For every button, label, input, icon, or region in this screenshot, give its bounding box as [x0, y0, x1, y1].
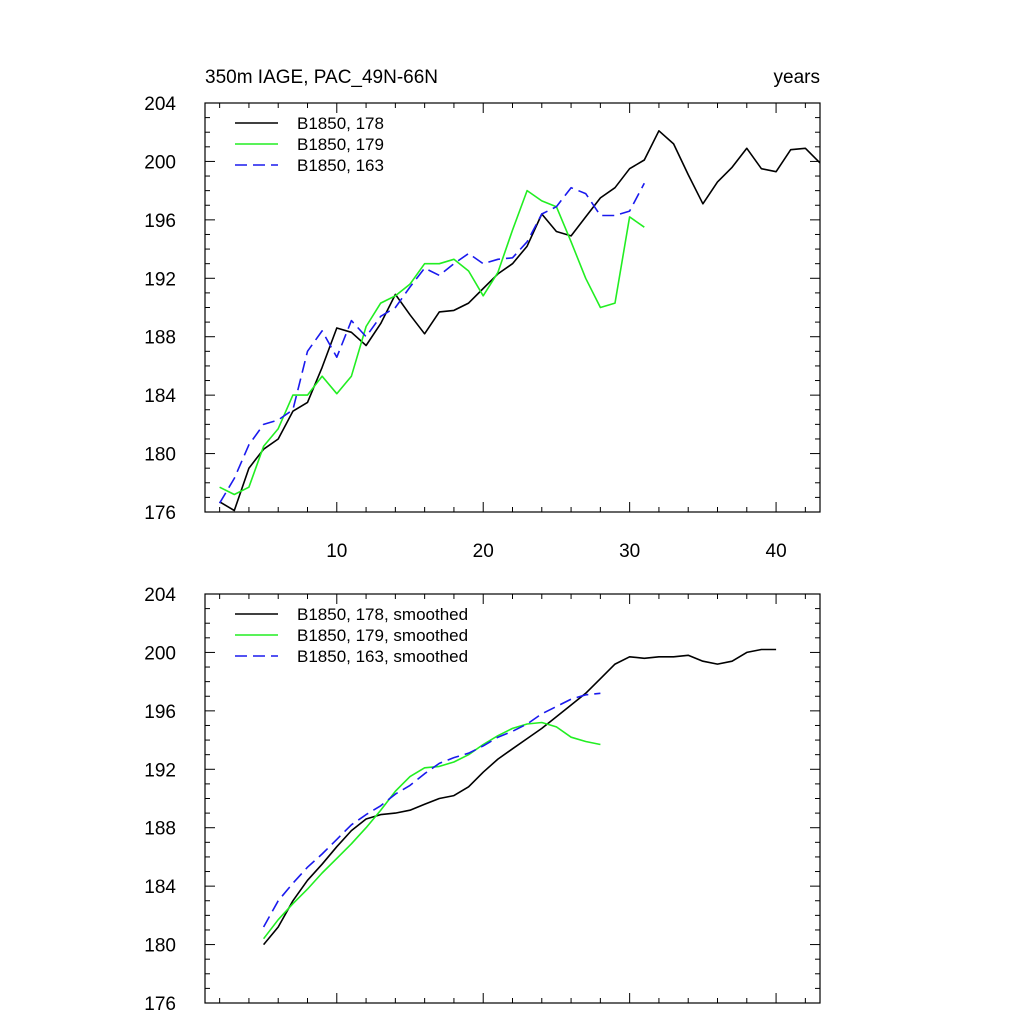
legend-label-2: B1850, 179 — [297, 135, 384, 154]
series-line-3 — [262, 692, 601, 928]
chart-title: 350m IAGE, PAC_49N-66N — [205, 67, 438, 88]
panel-top: 10 20 30 40 176 180 184 188 192 196 200 204 B1850, 1… — [144, 94, 821, 562]
legend-label-3: B1850, 163 — [297, 156, 384, 175]
legend-label-3: B1850, 163, smoothed — [297, 647, 468, 666]
series-line-1 — [219, 130, 821, 512]
legend-label-1: B1850, 178, smoothed — [297, 605, 468, 624]
x-tick-label: 10 — [326, 541, 347, 562]
y-tick-label: 196 — [144, 211, 176, 232]
y-tick-label: 188 — [144, 328, 176, 349]
x-tick-label: 20 — [473, 541, 494, 562]
y-tick-label: 196 — [144, 702, 176, 723]
y-tick-label: 188 — [144, 819, 176, 840]
y-tick-label: 192 — [144, 269, 176, 290]
units-label: years — [774, 67, 820, 88]
y-tick-label: 200 — [144, 152, 176, 173]
panel-bottom: 176 180 184 188 192 196 200 204 B1850, 178, smoo… — [144, 585, 821, 1015]
series-line-2 — [219, 189, 645, 496]
y-tick-label: 204 — [144, 585, 176, 606]
y-tick-label: 180 — [144, 936, 176, 957]
y-tick-label: 200 — [144, 643, 176, 664]
y-tick-label: 192 — [144, 760, 176, 781]
y-tick-label: 184 — [144, 386, 176, 407]
chart-panels: 10 20 30 40 176 180 184 188 192 196 200 204 B1850, 1… — [144, 94, 821, 1015]
y-tick-label: 176 — [144, 994, 176, 1015]
y-tick-label: 176 — [144, 503, 176, 524]
y-tick-label: 204 — [144, 94, 176, 115]
y-tick-label: 180 — [144, 445, 176, 466]
legend-label-1: B1850, 178 — [297, 114, 384, 133]
x-tick-label: 40 — [766, 541, 787, 562]
y-tick-label: 184 — [144, 877, 176, 898]
x-tick-label: 30 — [619, 541, 640, 562]
series-line-1 — [262, 648, 777, 946]
series-line-2 — [262, 721, 601, 940]
legend-label-2: B1850, 179, smoothed — [297, 626, 468, 645]
series-line-3 — [218, 182, 646, 504]
